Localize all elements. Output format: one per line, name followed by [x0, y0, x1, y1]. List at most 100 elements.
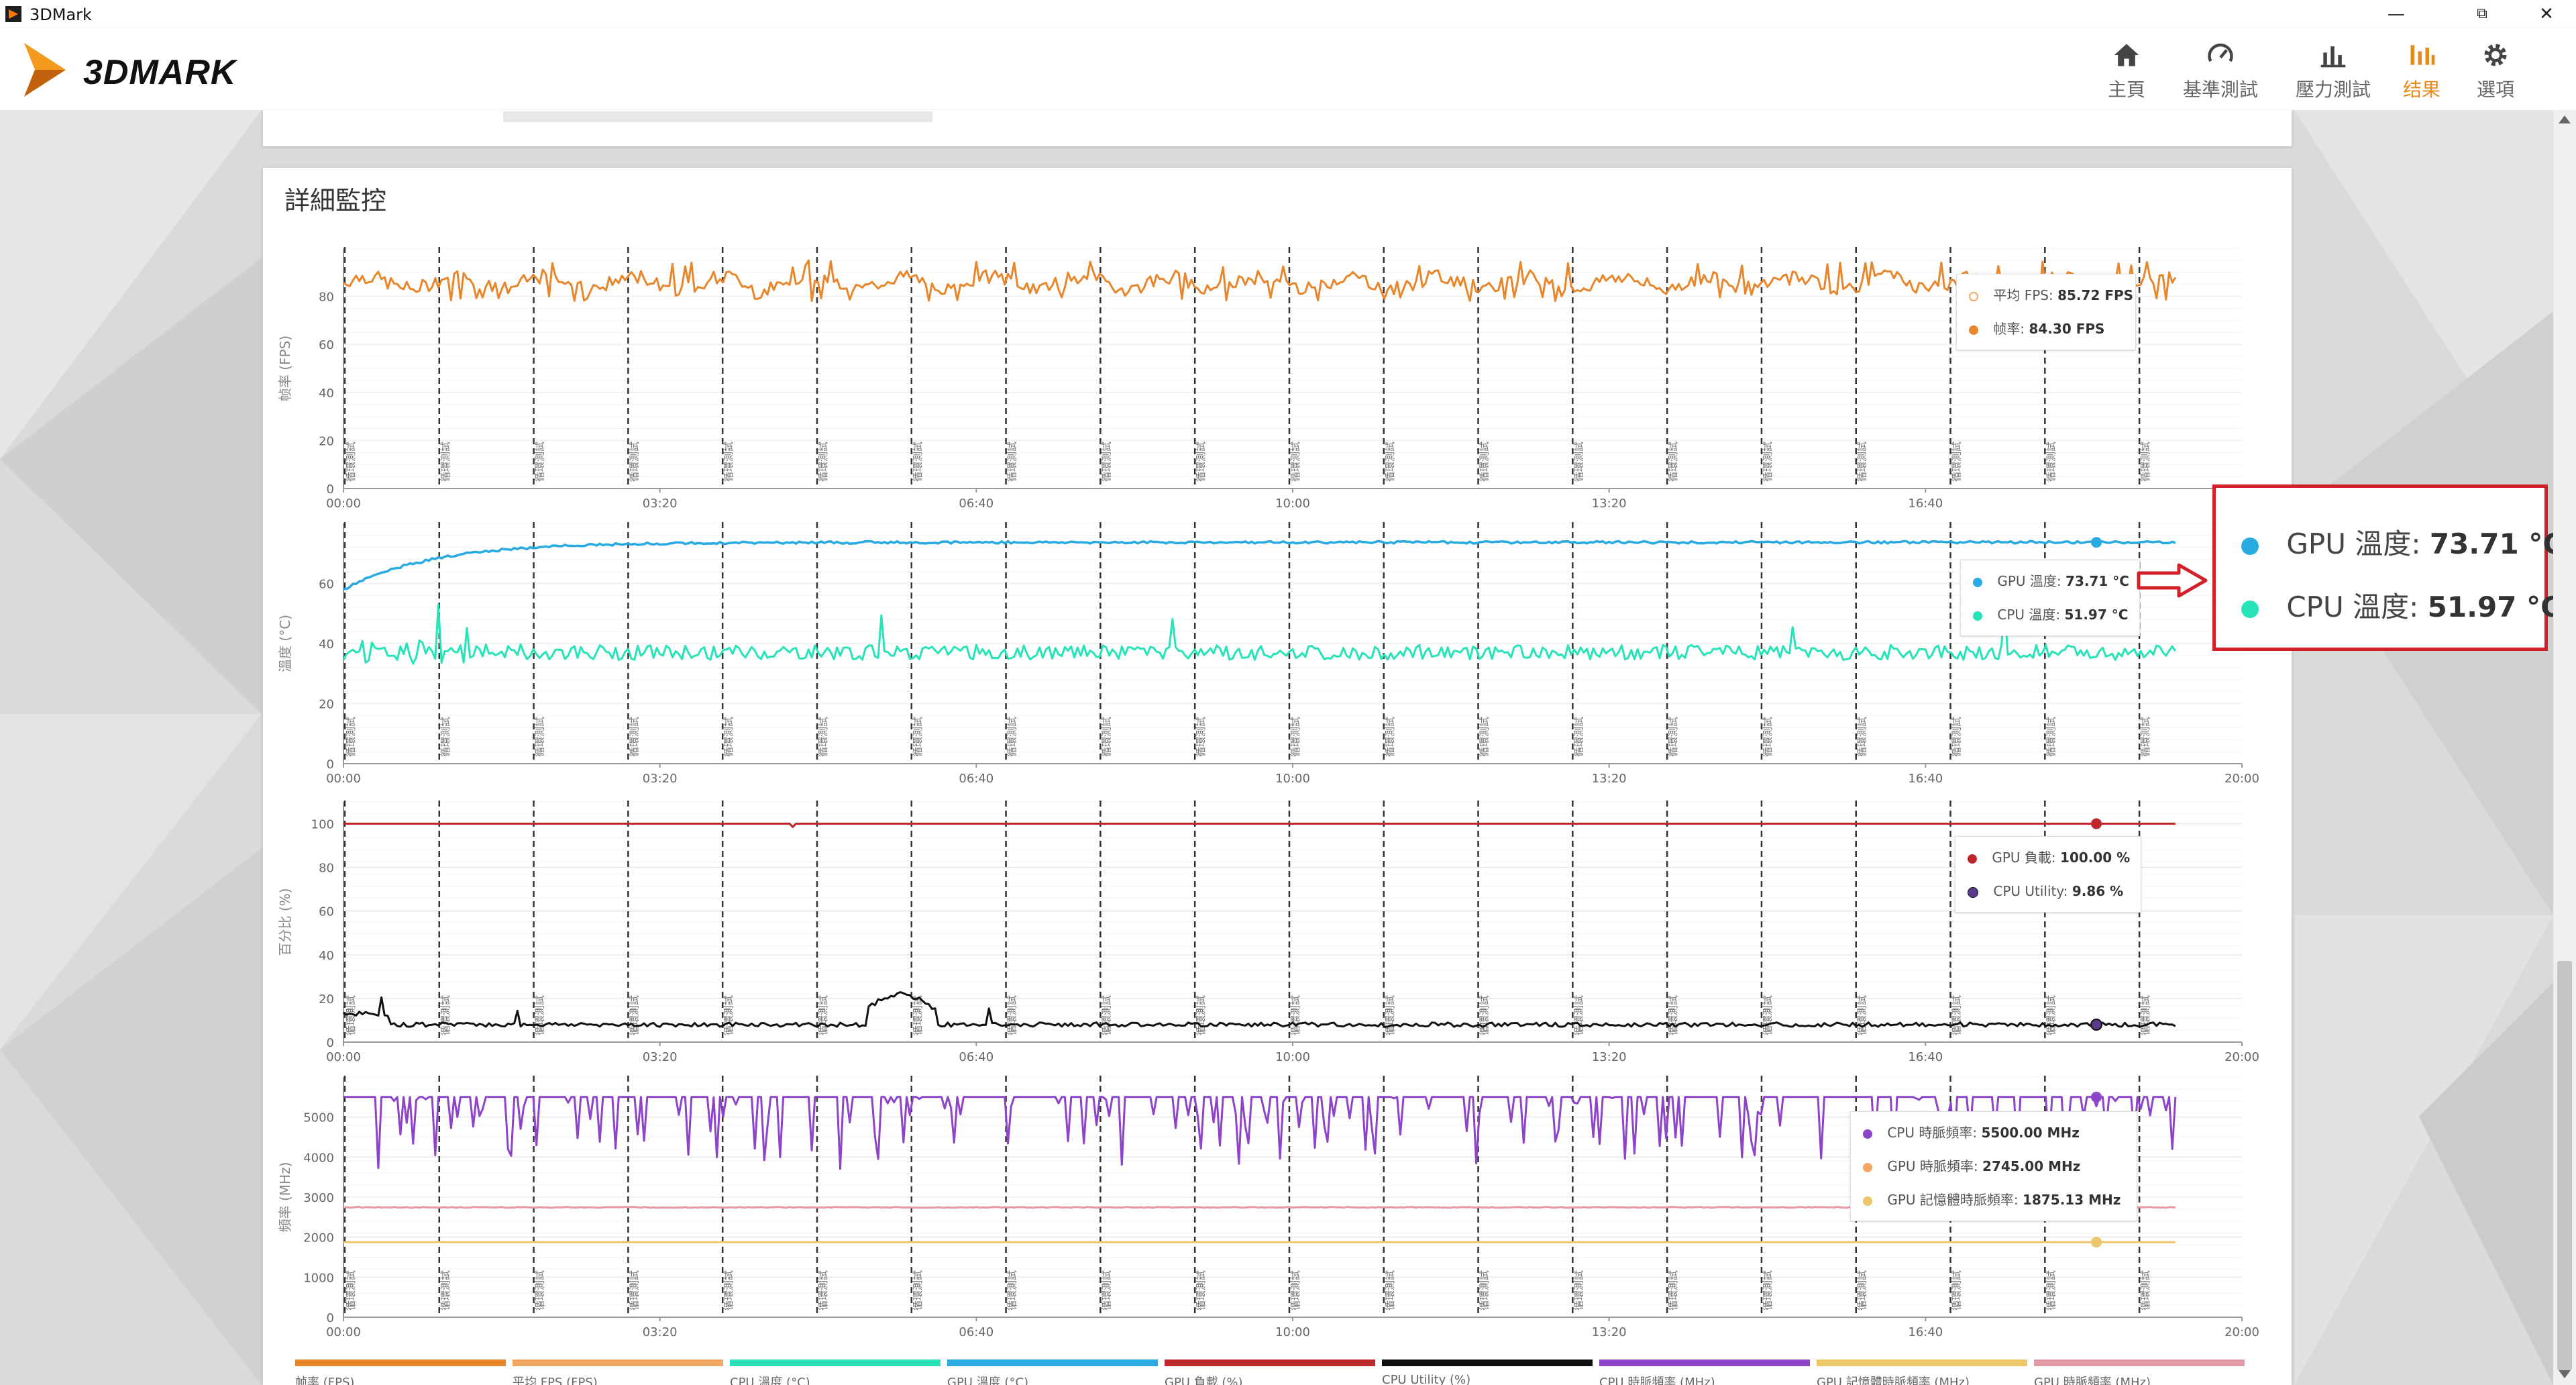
bottom-legend-item[interactable]: 平均 FPS (FPS)	[513, 1360, 723, 1385]
x-tick-label: 16:40	[1908, 772, 1943, 785]
legend-dot	[1973, 611, 1982, 621]
bottom-legend-item[interactable]: CPU Utility (%)	[1382, 1360, 1593, 1385]
legend-swatch	[513, 1360, 723, 1366]
nav-label: 選項	[2476, 79, 2514, 101]
loop-marker-label: 循環測試	[2139, 717, 2151, 757]
loop-marker-label: 循環測試	[534, 717, 546, 757]
loop-marker-label: 循環測試	[1100, 442, 1112, 482]
legend-value: 100.00 %	[2060, 850, 2131, 866]
frequency-legend: CPU 時脈頻率: 5500.00 MHz GPU 時脈頻率: 2745.00 …	[1850, 1111, 2137, 1221]
bottom-legend-item[interactable]: GPU 溫度 (°C)	[947, 1360, 1158, 1385]
legend-name: CPU 溫度	[1997, 607, 2056, 623]
y-tick-label: 40	[319, 949, 334, 963]
callout-gpu-row: GPU 溫度: 73.71 °C	[2241, 521, 2563, 562]
window-title: 3DMark	[30, 5, 92, 24]
results-icon	[2410, 45, 2435, 65]
gear-icon	[2484, 44, 2507, 66]
loop-marker-label: 循環測試	[722, 1270, 735, 1311]
scroll-up-icon[interactable]	[2559, 115, 2571, 123]
loop-marker-label: 循環測試	[1006, 995, 1018, 1035]
fps-line	[343, 259, 2177, 303]
legend-row-fps: 帧率: 84.30 FPS	[1969, 312, 2123, 346]
loop-marker-label: 循環測試	[1195, 995, 1207, 1035]
bottom-legend-item[interactable]: GPU 記憶體時脈頻率 (MHz)	[1817, 1360, 2027, 1385]
nav-results[interactable]: 结果	[2395, 40, 2449, 107]
legend-value: 2745.00 MHz	[1982, 1158, 2081, 1174]
vertical-scrollbar[interactable]	[2553, 110, 2576, 1385]
close-button[interactable]: ✕	[2539, 4, 2554, 24]
loop-marker-label: 循環測試	[1856, 717, 1868, 757]
legend-row-cpu-util: CPU Utility: 9.86 %	[1968, 874, 2129, 908]
bottom-legend-item[interactable]: GPU 負載 (%)	[1165, 1360, 1375, 1385]
legend-row-gpu-clock: GPU 時脈頻率: 2745.00 MHz	[1863, 1149, 2125, 1183]
loop-marker-label: 循環測試	[1479, 1270, 1491, 1311]
scroll-down-icon[interactable]	[2559, 1370, 2571, 1378]
loop-marker-label: 循環測試	[912, 1270, 924, 1311]
gpu-temp-line	[343, 540, 2176, 591]
y-tick-label: 100	[311, 818, 334, 832]
loop-marker-label: 循環測試	[1667, 1270, 1679, 1311]
previous-panel	[263, 110, 2292, 146]
y-tick-label: 20	[319, 698, 334, 712]
app-logo[interactable]: 3DMARK	[24, 36, 306, 103]
loop-marker-label: 循環測試	[2045, 1270, 2057, 1311]
gpu-load-hover-dot	[2091, 818, 2102, 829]
legend-row-gpu-temp: GPU 溫度: 73.71 °C	[1973, 564, 2129, 598]
bottom-legend-item[interactable]: 帧率 (FPS)	[295, 1360, 506, 1385]
loop-marker-label: 循環測試	[1479, 717, 1491, 757]
legend-value: 9.86 %	[2072, 883, 2124, 899]
x-tick-label: 00:00	[326, 1325, 361, 1339]
legend-dot	[1968, 886, 1978, 898]
utilization-chart[interactable]: 0 20 40 60 80 100 00:00 03:20 06:40 10:00 13:20 16:…	[263, 788, 2292, 1064]
legend-name: CPU 時脈頻率	[1887, 1125, 1973, 1141]
legend-value: 85.72 FPS	[2057, 287, 2134, 303]
y-tick-label: 20	[319, 992, 334, 1007]
temperature-legend: GPU 溫度: 73.71 °C CPU 溫度: 51.97 °C	[1960, 560, 2140, 636]
home-icon	[2114, 44, 2139, 66]
nav-label: 基準測試	[2182, 79, 2258, 101]
y-axis-label: 頻率 (MHz)	[277, 1162, 293, 1233]
utilization-legend: GPU 負載: 100.00 % CPU Utility: 9.86 %	[1955, 836, 2141, 913]
temperature-chart[interactable]: 0 20 40 60 00:00 03:20 06:40 10:00 13:20 16:40 20:…	[263, 510, 2292, 785]
loop-marker-label: 循環測試	[1951, 442, 1963, 482]
y-tick-label: 3000	[303, 1191, 334, 1205]
bottom-legend-item[interactable]: CPU 溫度 (°C)	[730, 1360, 941, 1385]
loop-marker-label: 循環測試	[1384, 1270, 1396, 1311]
x-tick-label: 16:40	[1908, 1325, 1943, 1339]
nav-home[interactable]: 主頁	[2100, 40, 2153, 107]
legend-name: 平均 FPS	[1993, 287, 2049, 303]
loop-marker-label: 循環測試	[534, 442, 546, 482]
scrollbar-thumb[interactable]	[2557, 961, 2572, 1370]
x-tick-label: 13:20	[1592, 1325, 1627, 1339]
loop-marker-label: 循環測試	[817, 442, 829, 482]
nav-benchmarks[interactable]: 基準測試	[2175, 40, 2266, 107]
loop-marker-label: 循環測試	[345, 442, 357, 482]
legend-swatch	[2034, 1360, 2245, 1366]
y-tick-label: 0	[327, 758, 334, 772]
loop-marker-label: 循環測試	[817, 995, 829, 1035]
app-header: 3DMARK 主頁 基準測試 壓力測試 结果 選項	[0, 28, 2576, 110]
fps-legend: 平均 FPS: 85.72 FPS 帧率: 84.30 FPS	[1956, 274, 2136, 350]
y-tick-label: 60	[319, 905, 334, 919]
legend-swatch	[730, 1360, 941, 1366]
loop-marker-label: 循環測試	[1667, 442, 1679, 482]
loop-marker-label: 循環測試	[1100, 995, 1112, 1035]
y-tick-label: 60	[319, 338, 334, 352]
minimize-button[interactable]: —	[2387, 4, 2405, 24]
x-tick-label: 06:40	[959, 1050, 994, 1064]
legend-row-avg-fps: 平均 FPS: 85.72 FPS	[1969, 278, 2133, 312]
loop-marker-label: 循環測試	[1667, 995, 1679, 1035]
bottom-legend: 帧率 (FPS) 平均 FPS (FPS) CPU 溫度 (°C) GPU 溫度…	[295, 1360, 2254, 1385]
loop-marker-label: 循環測試	[628, 995, 640, 1035]
loop-marker-label: 循環測試	[1384, 442, 1396, 482]
fps-chart[interactable]: 0 20 40 60 80 00:00 03:20 06:40 10:00 13:20 16:40 帧…	[263, 235, 2292, 510]
nav-options[interactable]: 選項	[2469, 40, 2522, 107]
bottom-legend-item[interactable]: CPU 時脈頻率 (MHz)	[1599, 1360, 1810, 1385]
loop-marker-label: 循環測試	[439, 995, 451, 1035]
bottom-legend-item[interactable]: GPU 時脈頻率 (MHz)	[2034, 1360, 2245, 1385]
nav-stress-tests[interactable]: 壓力測試	[2288, 40, 2379, 107]
y-tick-label: 1000	[303, 1271, 334, 1285]
callout-cpu-value: 51.97 °C	[2427, 591, 2561, 623]
restore-button[interactable]: ⧉	[2477, 5, 2487, 22]
legend-row-cpu-temp: CPU 溫度: 51.97 °C	[1973, 598, 2128, 631]
